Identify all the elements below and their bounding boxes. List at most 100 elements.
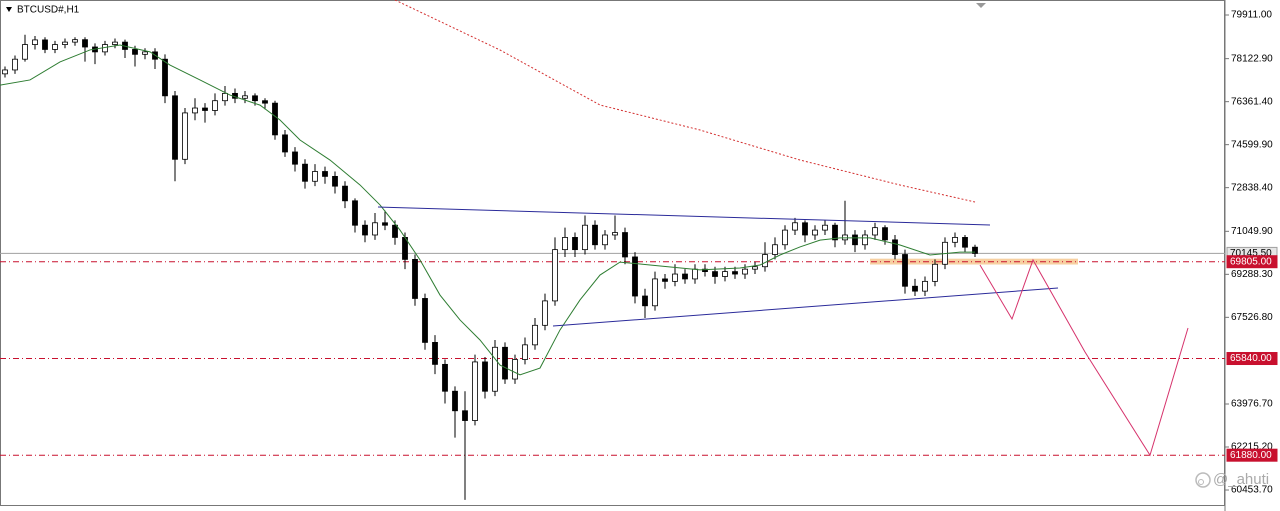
- candle-body: [622, 232, 628, 258]
- candle-body: [822, 224, 828, 231]
- price-level-label: 61880.00: [1230, 450, 1272, 461]
- shift-marker: [976, 3, 986, 8]
- candle-body: [972, 246, 978, 254]
- candle-body: [852, 234, 858, 246]
- candle-body: [252, 95, 258, 102]
- price-level-box: [1226, 352, 1278, 366]
- candle-body: [382, 222, 388, 226]
- candle-body: [552, 249, 558, 302]
- candle-body: [182, 112, 188, 160]
- candle-body: [682, 273, 688, 280]
- candle-body: [542, 300, 548, 326]
- candle-body: [652, 278, 658, 307]
- y-tick-label: 79911.00: [1231, 10, 1272, 21]
- candle-body: [922, 280, 928, 292]
- candle-body: [82, 39, 88, 48]
- candle-body: [512, 359, 518, 380]
- candle-body: [792, 222, 798, 231]
- candle-body: [502, 346, 508, 380]
- candle-body: [712, 271, 718, 277]
- candle-body: [392, 224, 398, 238]
- candle-body: [782, 229, 788, 246]
- candle-body: [42, 39, 48, 50]
- candle-body: [72, 39, 78, 43]
- candle-body: [762, 254, 768, 268]
- candle-body: [352, 200, 358, 226]
- candle-body: [872, 227, 878, 236]
- candle-body: [472, 361, 478, 421]
- candle-body: [752, 266, 758, 270]
- candle-body: [772, 244, 778, 255]
- watermark: @_ahuti: [1213, 471, 1269, 488]
- candle-body: [452, 390, 458, 412]
- candle-body: [132, 49, 138, 55]
- candle-body: [742, 268, 748, 275]
- candle-body: [162, 58, 168, 97]
- overlay-line: [394, 0, 976, 203]
- candle-body: [932, 263, 938, 282]
- overlay-line: [0, 44, 975, 376]
- y-tick-label: 71049.90: [1231, 226, 1273, 237]
- candle-body: [912, 285, 918, 292]
- candle-body: [572, 237, 578, 251]
- candle-body: [342, 185, 348, 202]
- price-level-label: 69805.00: [1230, 256, 1272, 267]
- candle-body: [612, 232, 618, 236]
- candle-body: [532, 324, 538, 346]
- candle-body: [832, 224, 838, 241]
- candle-body: [32, 39, 38, 45]
- candle-body: [422, 298, 428, 343]
- candle-body: [462, 410, 468, 421]
- candle-body: [62, 41, 68, 45]
- candle-body: [862, 234, 868, 246]
- candle-body: [432, 342, 438, 365]
- candle-body: [312, 171, 318, 182]
- candle-body: [272, 102, 278, 136]
- price-level-box: [1226, 255, 1278, 269]
- candle-body: [202, 107, 208, 111]
- candle-body: [442, 363, 448, 392]
- y-tick-label: 74599.90: [1231, 139, 1273, 150]
- overlay-line: [979, 258, 1189, 457]
- y-tick-label: 62215.20: [1231, 442, 1273, 453]
- candle-body: [292, 151, 298, 165]
- y-tick-label: 69288.30: [1231, 269, 1273, 280]
- candle-body: [632, 256, 638, 297]
- candle-body: [222, 92, 228, 102]
- candle-body: [12, 58, 18, 71]
- chart-title: BTCUSD#,H1: [17, 5, 80, 16]
- candle-body: [372, 222, 378, 236]
- candle-body: [212, 100, 218, 111]
- candle-body: [562, 237, 568, 251]
- candle-body: [522, 344, 528, 360]
- candle-body: [592, 224, 598, 246]
- candle-body: [242, 95, 248, 99]
- candle-body: [22, 44, 28, 60]
- menu-arrow[interactable]: [6, 7, 12, 12]
- candle-body: [492, 346, 498, 392]
- candle-body: [302, 163, 308, 182]
- plot-area: [0, 0, 1225, 500]
- candle-body: [52, 44, 58, 50]
- candle-body: [362, 224, 368, 236]
- candle-body: [812, 229, 818, 236]
- candle-body: [882, 227, 888, 241]
- candle-body: [582, 224, 588, 251]
- candle-body: [722, 271, 728, 277]
- candle-body: [192, 107, 198, 114]
- price-level-label: 65840.00: [1230, 353, 1272, 364]
- candle-body: [2, 69, 8, 75]
- candle-body: [662, 278, 668, 282]
- y-tick-label: 76361.40: [1231, 96, 1273, 107]
- candle-body: [172, 95, 178, 160]
- support-zone: [870, 258, 1078, 265]
- candle-body: [802, 222, 808, 236]
- candle-body: [142, 51, 148, 55]
- candle-body: [332, 175, 338, 187]
- candle-body: [692, 268, 698, 280]
- price-level-box: [1226, 448, 1278, 462]
- candle-body: [732, 271, 738, 275]
- candle-body: [952, 237, 958, 243]
- candle-body: [112, 41, 118, 45]
